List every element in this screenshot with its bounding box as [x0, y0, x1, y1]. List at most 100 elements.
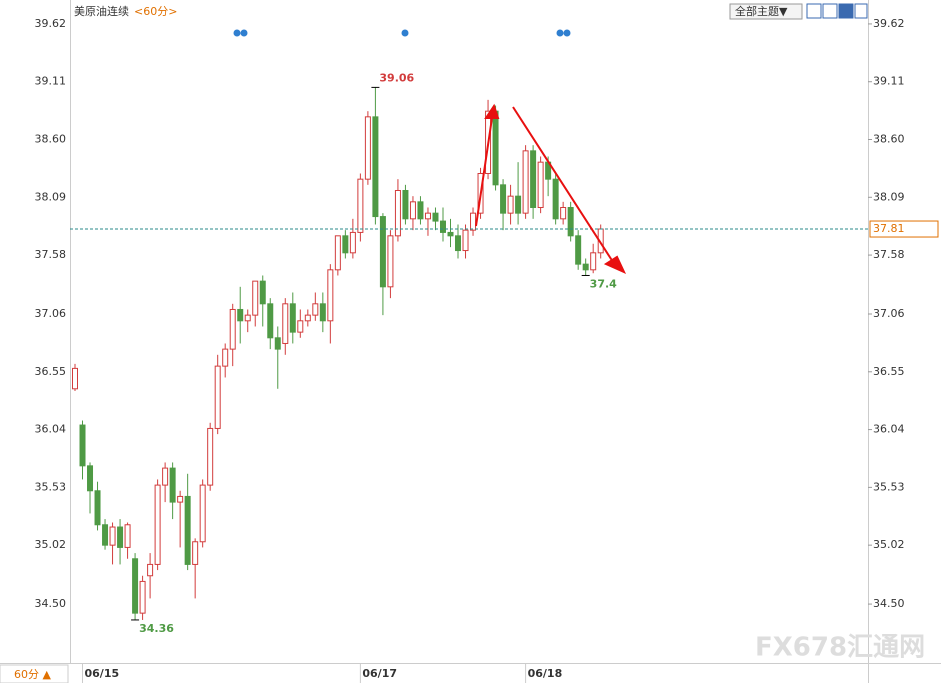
candle-body — [184, 495, 191, 565]
y-tick-label: 38.60 — [35, 133, 67, 146]
candle-body — [154, 484, 161, 565]
candle-body — [507, 195, 514, 214]
x-tick-label: 06/18 — [528, 667, 563, 680]
candle-body — [417, 201, 424, 220]
candle-body — [274, 337, 281, 350]
candle-body — [357, 178, 364, 233]
candle-body — [575, 235, 582, 265]
candle-body — [132, 558, 139, 614]
candle-body — [462, 229, 469, 252]
y-tick-label: 39.62 — [35, 17, 67, 30]
candle-body — [72, 367, 78, 390]
y-tick-label: 35.53 — [35, 480, 67, 493]
candle-body — [552, 178, 559, 220]
last-price-box — [869, 220, 939, 238]
candle-body — [79, 424, 86, 467]
y2-tick-label: 37.58 — [873, 248, 905, 261]
candle-body — [327, 269, 334, 322]
event-markers[interactable] — [233, 29, 571, 37]
candle-body — [492, 110, 499, 186]
candle-body — [312, 303, 319, 316]
y2-tick-label: 38.60 — [873, 133, 905, 146]
trend-arrows — [475, 103, 627, 274]
theme-button[interactable]: 全部主题▼ — [735, 4, 788, 18]
candle-body — [289, 303, 296, 333]
candle-body — [297, 320, 304, 333]
y2-tick-label: 37.06 — [873, 307, 905, 320]
candle-body — [455, 235, 462, 252]
candle-body — [409, 201, 416, 220]
candle-body — [222, 348, 229, 367]
candle-body — [432, 212, 439, 222]
candle-body — [439, 220, 446, 233]
candle-body — [124, 524, 131, 548]
y-tick-label: 37.06 — [35, 307, 67, 320]
candle-body — [192, 541, 199, 565]
y-tick-label: 39.11 — [35, 75, 67, 88]
y-tick-label: 37.58 — [35, 248, 67, 261]
candle-body — [342, 235, 349, 254]
candle-body — [117, 526, 124, 548]
candle-body — [522, 150, 529, 214]
candle-body — [364, 116, 371, 180]
candle-body — [244, 314, 251, 322]
candle-body — [515, 195, 522, 214]
candle-body — [424, 212, 431, 220]
candle-body — [214, 365, 221, 429]
y2-tick-label: 35.02 — [873, 538, 905, 551]
y2-tick-label: 36.55 — [873, 365, 905, 378]
chart-title: 美原油连续 — [74, 4, 129, 18]
candle-body — [207, 427, 214, 486]
period[interactable]: <60分> — [134, 5, 177, 18]
y-tick-label: 38.09 — [35, 190, 67, 203]
candle-body — [259, 280, 266, 305]
candle-body — [304, 314, 311, 322]
theme-button-box[interactable] — [729, 3, 803, 20]
y-tick-label: 34.50 — [35, 597, 67, 610]
candle-body — [177, 495, 184, 503]
extreme-label: 39.06 — [379, 71, 414, 84]
y-tick-label: 36.55 — [35, 365, 67, 378]
candle-body — [102, 524, 109, 546]
candle-body — [147, 563, 154, 577]
candle-body — [470, 212, 477, 231]
y2-tick-label: 34.50 — [873, 597, 905, 610]
y2-tick-label: 39.11 — [873, 75, 905, 88]
extreme-label: 37.4 — [590, 277, 617, 290]
y2-tick-label: 38.09 — [873, 190, 905, 203]
y2-tick-label: 36.04 — [873, 423, 905, 436]
candle-body — [447, 231, 454, 237]
x-tick-label: 06/17 — [362, 667, 397, 680]
candle-body — [109, 526, 116, 546]
candle-body — [560, 206, 567, 220]
watermark: FX678汇通网 — [755, 633, 925, 663]
candle-body — [567, 206, 574, 237]
candle-body — [87, 465, 94, 492]
candle-body — [282, 303, 289, 344]
y-tick-label: 35.02 — [35, 538, 67, 551]
candle-body — [252, 280, 259, 316]
candle-body — [94, 490, 101, 526]
candle-body — [590, 252, 597, 271]
candle-body — [334, 235, 341, 271]
x-tick-label: 06/15 — [85, 667, 120, 680]
y2-tick-label: 35.53 — [873, 480, 905, 493]
candle-body — [162, 467, 169, 486]
y2-tick-label: 39.62 — [873, 17, 905, 30]
last-price-label: 37.81 — [873, 222, 905, 235]
candle-body — [169, 467, 176, 503]
candle-body — [229, 308, 236, 350]
period-button[interactable]: 60分 ▲ — [14, 668, 51, 681]
candle-body — [394, 189, 401, 237]
candle-body — [319, 303, 326, 322]
candle-body — [582, 263, 589, 271]
candle-body — [537, 161, 544, 208]
candle-body — [199, 484, 206, 543]
candle-body — [267, 303, 274, 339]
candle-body — [349, 231, 356, 254]
candle-body — [387, 235, 394, 288]
candle-body — [402, 189, 409, 220]
toolbar[interactable] — [806, 3, 868, 19]
extreme-label: 34.36 — [139, 622, 174, 635]
